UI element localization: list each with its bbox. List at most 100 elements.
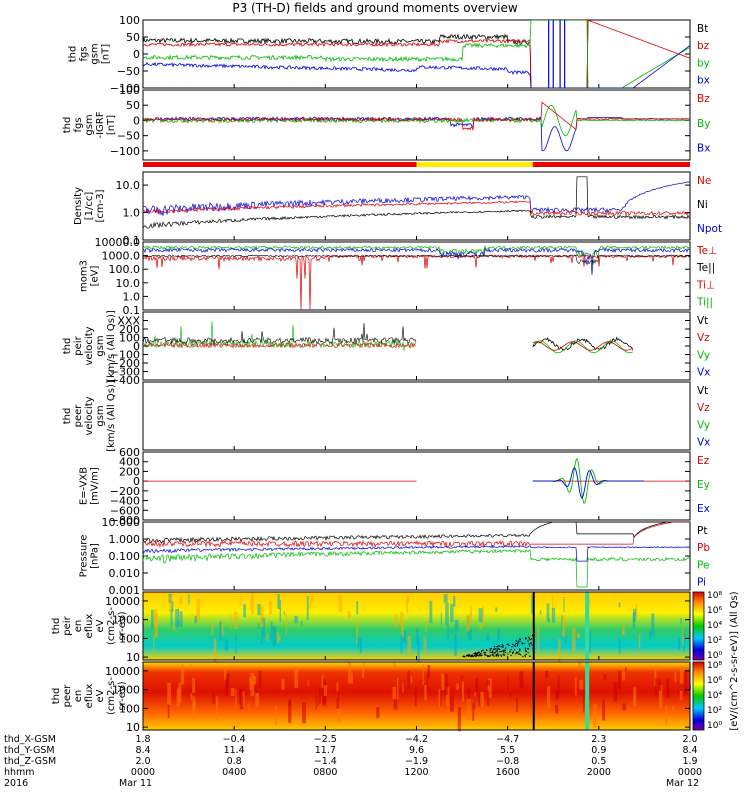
spectrogram-streak (555, 690, 559, 700)
spectrogram-streak (175, 608, 180, 628)
panel-9: 10000 1000 100 10 thd peir en eflux eV (cm2-s-sr-… (51, 591, 691, 664)
y-tick-label: 1.0 (123, 207, 141, 220)
spectrogram-streak (468, 629, 472, 641)
spectrogram-speckle (510, 654, 512, 657)
spectrogram-speckle (489, 651, 491, 653)
spectrogram-streak (196, 599, 200, 622)
panel-10: 10000 1000 100 10 thd peer en eflux eV (cm2-s-sr-… (51, 661, 691, 734)
spectrogram-streak (557, 675, 560, 699)
spectrogram-streak (677, 637, 681, 650)
spectrogram-speckle (484, 653, 486, 656)
y-tick-label: 100 (119, 702, 140, 715)
spectrogram-streak (250, 672, 255, 697)
series-vy (532, 340, 633, 354)
y-tick-label: −100 (110, 82, 140, 95)
legend-entry: Npot (697, 223, 722, 235)
spectrogram-streak (235, 633, 237, 654)
spectrogram-speckle (492, 654, 494, 656)
legend-entry: Bz (697, 93, 710, 105)
legend-entry: Pb (697, 542, 710, 554)
spectrogram-streak (680, 617, 682, 625)
spectrogram-streak (416, 628, 419, 645)
footer-row-label: thd_Z-GSM (4, 756, 57, 767)
spectrogram-streak (351, 672, 353, 684)
spectrogram-streak (258, 670, 262, 688)
footer-value: 2.0 (135, 756, 151, 767)
y-axis-label-line: peer (62, 684, 73, 708)
spectrogram-speckle (508, 644, 510, 647)
y-tick-label: 10000.0 (95, 236, 141, 249)
legend-entry: Ex (697, 503, 710, 515)
y-axis-label-line: (cm2-s- (106, 607, 117, 645)
spectrogram-streak (363, 662, 365, 676)
legend-entry: Vt (697, 315, 708, 327)
footer-value: 0.8 (226, 756, 242, 767)
spectrogram-streak (168, 596, 172, 612)
spectrogram-speckle (507, 653, 509, 655)
spectrogram-streak (633, 687, 637, 706)
spectrogram-streak (294, 615, 298, 624)
spectrogram-speckle (520, 654, 522, 656)
spectrogram-speckle (531, 634, 534, 636)
spectrogram-streak (486, 633, 490, 641)
y-tick-label: 50 (126, 31, 140, 44)
spectrogram-streak (171, 601, 174, 613)
spectrogram-speckle (500, 655, 503, 657)
spectrogram-speckle (481, 654, 483, 656)
spectrogram-streak (235, 689, 237, 709)
spectrogram-speckle (529, 639, 531, 641)
spectrogram-streak (507, 676, 509, 690)
spectrogram-streak (300, 620, 303, 626)
spectrogram-speckle (502, 645, 504, 647)
y-tick-label: −400 (110, 495, 140, 508)
footer-value: 9.6 (408, 745, 425, 756)
y-tick-label: 100 (119, 14, 140, 27)
y-tick-label: 0 (133, 114, 140, 127)
spectrogram-streak (272, 626, 277, 646)
spectrogram-streak (260, 606, 264, 628)
footer-value: 8.4 (135, 745, 151, 756)
spectrogram-streak (260, 638, 263, 644)
colorbar-scale (692, 591, 705, 661)
spectrogram-streak (336, 691, 340, 709)
legend-entry: Ti⊥ (696, 279, 715, 291)
y-axis-label-line: [nT] (101, 44, 112, 64)
spectrogram-speckle (491, 651, 493, 654)
legend-entry: By (697, 118, 710, 130)
spectrogram-speckle (528, 638, 530, 640)
spectrogram-streak (417, 638, 420, 662)
spectrogram-streak (515, 697, 518, 712)
spectrogram-speckle (518, 638, 521, 640)
y-axis-label-line: eflux (84, 684, 95, 709)
y-tick-label: −800 (110, 514, 140, 527)
spectrogram-streak (403, 630, 407, 643)
spectrogram-speckle (519, 638, 522, 641)
y-tick-label: −600 (110, 504, 140, 517)
y-axis-label-line: mom3 (79, 260, 90, 292)
spectrogram-streak (219, 621, 222, 641)
spectrogram-speckle (517, 651, 519, 653)
legend-entry: Ti|| (696, 296, 713, 308)
y-axis-label: thd peer velocity gsm [km/s (All Qs)] (62, 380, 117, 452)
spectrogram-speckle (496, 653, 498, 656)
spectrogram-streak (654, 665, 657, 687)
spectrogram-speckle (471, 654, 473, 656)
legend-entry: Ne (697, 175, 711, 187)
spectrogram-streak (479, 624, 482, 629)
spectrogram-streak (269, 600, 273, 615)
y-axis-label-line: eV (95, 689, 106, 702)
spectrogram-streak (446, 686, 450, 707)
spectrogram-streak (545, 670, 549, 679)
spectrogram-speckle (486, 649, 488, 651)
spectrogram-streak (613, 682, 618, 702)
y-axis-label-line: velocity (84, 396, 95, 435)
spectrogram-streak (376, 707, 380, 719)
spectrogram-speckle (469, 654, 471, 656)
spectrogram-speckle (515, 640, 517, 642)
y-tick-label: −100 (110, 349, 140, 362)
y-axis-label-line: thd (51, 618, 62, 635)
spectrogram-speckle (467, 654, 469, 656)
spectrogram-streak (356, 601, 359, 615)
spectrogram-speckle (527, 640, 529, 642)
